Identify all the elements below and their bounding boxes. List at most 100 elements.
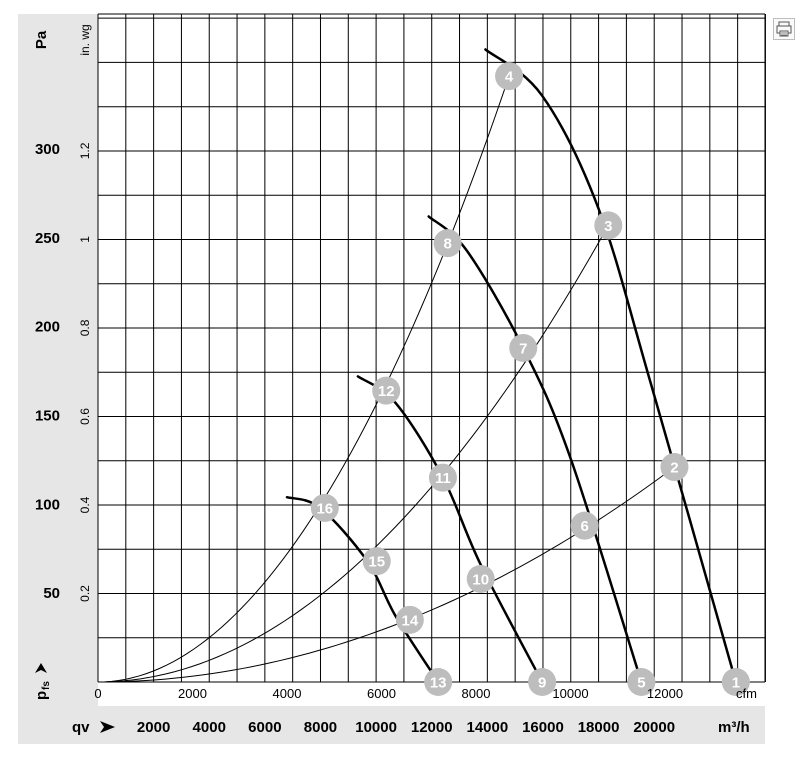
marker-label: 16 bbox=[316, 500, 333, 517]
marker-label: 14 bbox=[402, 612, 419, 629]
marker-6: 6 bbox=[570, 511, 599, 540]
bottom-axis-panel bbox=[18, 706, 765, 744]
marker-label: 10 bbox=[472, 571, 489, 588]
inwg-tick-label: 0.4 bbox=[78, 496, 92, 513]
pressure-symbol: p fs bbox=[33, 663, 52, 700]
cfm-tick-label: 10000 bbox=[552, 686, 588, 701]
marker-5: 5 bbox=[627, 668, 656, 696]
m3h-tick-label: 6000 bbox=[248, 719, 281, 736]
pressure-symbol-main: p bbox=[33, 691, 50, 700]
cfm-tick-label: 4000 bbox=[273, 686, 302, 701]
pressure-arrow-icon bbox=[35, 663, 47, 673]
marker-label: 2 bbox=[670, 460, 678, 477]
marker-circle bbox=[372, 376, 401, 405]
marker-circle bbox=[627, 668, 656, 696]
marker-2: 2 bbox=[660, 453, 689, 482]
marker-3: 3 bbox=[594, 211, 623, 240]
cfm-unit-label: cfm bbox=[736, 686, 757, 701]
grid-lines bbox=[97, 13, 766, 683]
marker-13: 13 bbox=[424, 668, 453, 696]
cfm-tick-label: 2000 bbox=[178, 686, 207, 701]
marker-label: 9 bbox=[538, 675, 546, 692]
marker-circle bbox=[570, 511, 599, 540]
marker-14: 14 bbox=[395, 605, 424, 634]
print-icon[interactable] bbox=[773, 18, 795, 40]
m3h-tick-label: 2000 bbox=[137, 719, 170, 736]
marker-circle bbox=[721, 668, 750, 696]
marker-4: 4 bbox=[495, 62, 524, 91]
cfm-tick-label: 0 bbox=[94, 686, 101, 701]
system-curve bbox=[97, 225, 609, 683]
marker-label: 12 bbox=[378, 383, 395, 400]
inwg-tick-label: 0.2 bbox=[78, 585, 92, 602]
m3h-tick-labels: 2000 4000 6000 8000 10000 12000 14000 16000 1800… bbox=[137, 719, 675, 736]
marker-label: 4 bbox=[505, 69, 514, 86]
marker-1: 1 bbox=[721, 668, 750, 696]
marker-circle bbox=[395, 605, 424, 634]
m3h-tick-label: 18000 bbox=[578, 719, 620, 736]
marker-circle bbox=[509, 333, 538, 362]
marker-label: 8 bbox=[443, 236, 451, 253]
marker-label: 13 bbox=[430, 675, 447, 692]
marker-16: 16 bbox=[310, 493, 339, 522]
marker-circle bbox=[594, 211, 623, 240]
marker-circle bbox=[433, 229, 462, 258]
pa-tick-label: 300 bbox=[35, 141, 60, 158]
flow-symbol: qv bbox=[72, 719, 90, 736]
cfm-tick-label: 8000 bbox=[462, 686, 491, 701]
cfm-tick-labels: 0 2000 4000 6000 8000 10000 12000 bbox=[94, 686, 683, 701]
m3h-tick-label: 4000 bbox=[193, 719, 226, 736]
marker-circle bbox=[495, 62, 524, 91]
m3h-unit-label: m³/h bbox=[718, 719, 750, 736]
inwg-tick-label: 0.6 bbox=[78, 408, 92, 425]
left-axis-panel bbox=[18, 14, 98, 724]
marker-10: 10 bbox=[466, 564, 495, 593]
marker-label: 11 bbox=[435, 470, 451, 487]
marker-circle bbox=[528, 668, 557, 696]
marker-circle bbox=[428, 463, 457, 492]
marker-label: 1 bbox=[732, 675, 740, 692]
m3h-tick-label: 8000 bbox=[304, 719, 337, 736]
marker-circle bbox=[424, 668, 453, 696]
marker-circle bbox=[310, 493, 339, 522]
marker-label: 7 bbox=[519, 340, 527, 357]
marker-label: 15 bbox=[368, 554, 385, 571]
marker-8: 8 bbox=[433, 229, 462, 258]
inwg-tick-label: 1 bbox=[78, 236, 92, 243]
marker-label: 3 bbox=[604, 218, 612, 235]
cfm-tick-label: 6000 bbox=[367, 686, 396, 701]
fan-curve bbox=[484, 48, 738, 684]
inwg-tick-label: 1.2 bbox=[78, 142, 92, 159]
system-curve bbox=[97, 75, 510, 683]
pa-tick-label: 250 bbox=[35, 230, 60, 247]
marker-circle bbox=[660, 453, 689, 482]
marker-11: 11 bbox=[428, 463, 457, 492]
inwg-tick-label: 0.8 bbox=[78, 319, 92, 336]
inwg-axis-label: in. wg bbox=[78, 24, 92, 55]
marker-9: 9 bbox=[528, 668, 557, 696]
pa-tick-label: 200 bbox=[35, 319, 60, 336]
m3h-tick-label: 14000 bbox=[466, 719, 508, 736]
pa-tick-label: 100 bbox=[35, 496, 60, 513]
pa-tick-labels: 50 100 150 200 250 300 bbox=[35, 141, 60, 602]
pa-axis-label: Pa bbox=[33, 30, 50, 49]
pa-tick-label: 150 bbox=[35, 408, 60, 425]
pa-tick-label: 50 bbox=[43, 585, 60, 602]
flow-arrow-icon bbox=[100, 721, 115, 733]
m3h-tick-label: 10000 bbox=[355, 719, 397, 736]
marker-15: 15 bbox=[362, 547, 391, 576]
m3h-tick-label: 12000 bbox=[411, 719, 453, 736]
marker-7: 7 bbox=[509, 333, 538, 362]
marker-12: 12 bbox=[372, 376, 401, 405]
fan-curve bbox=[427, 215, 643, 684]
m3h-tick-label: 20000 bbox=[633, 719, 675, 736]
m3h-tick-label: 16000 bbox=[522, 719, 564, 736]
marker-label: 5 bbox=[637, 675, 645, 692]
marker-label: 6 bbox=[581, 518, 589, 535]
inwg-tick-labels: 0.2 0.4 0.6 0.8 1 1.2 bbox=[78, 142, 92, 602]
marker-circle bbox=[466, 564, 495, 593]
cfm-tick-label: 12000 bbox=[647, 686, 683, 701]
marker-circle bbox=[362, 547, 391, 576]
